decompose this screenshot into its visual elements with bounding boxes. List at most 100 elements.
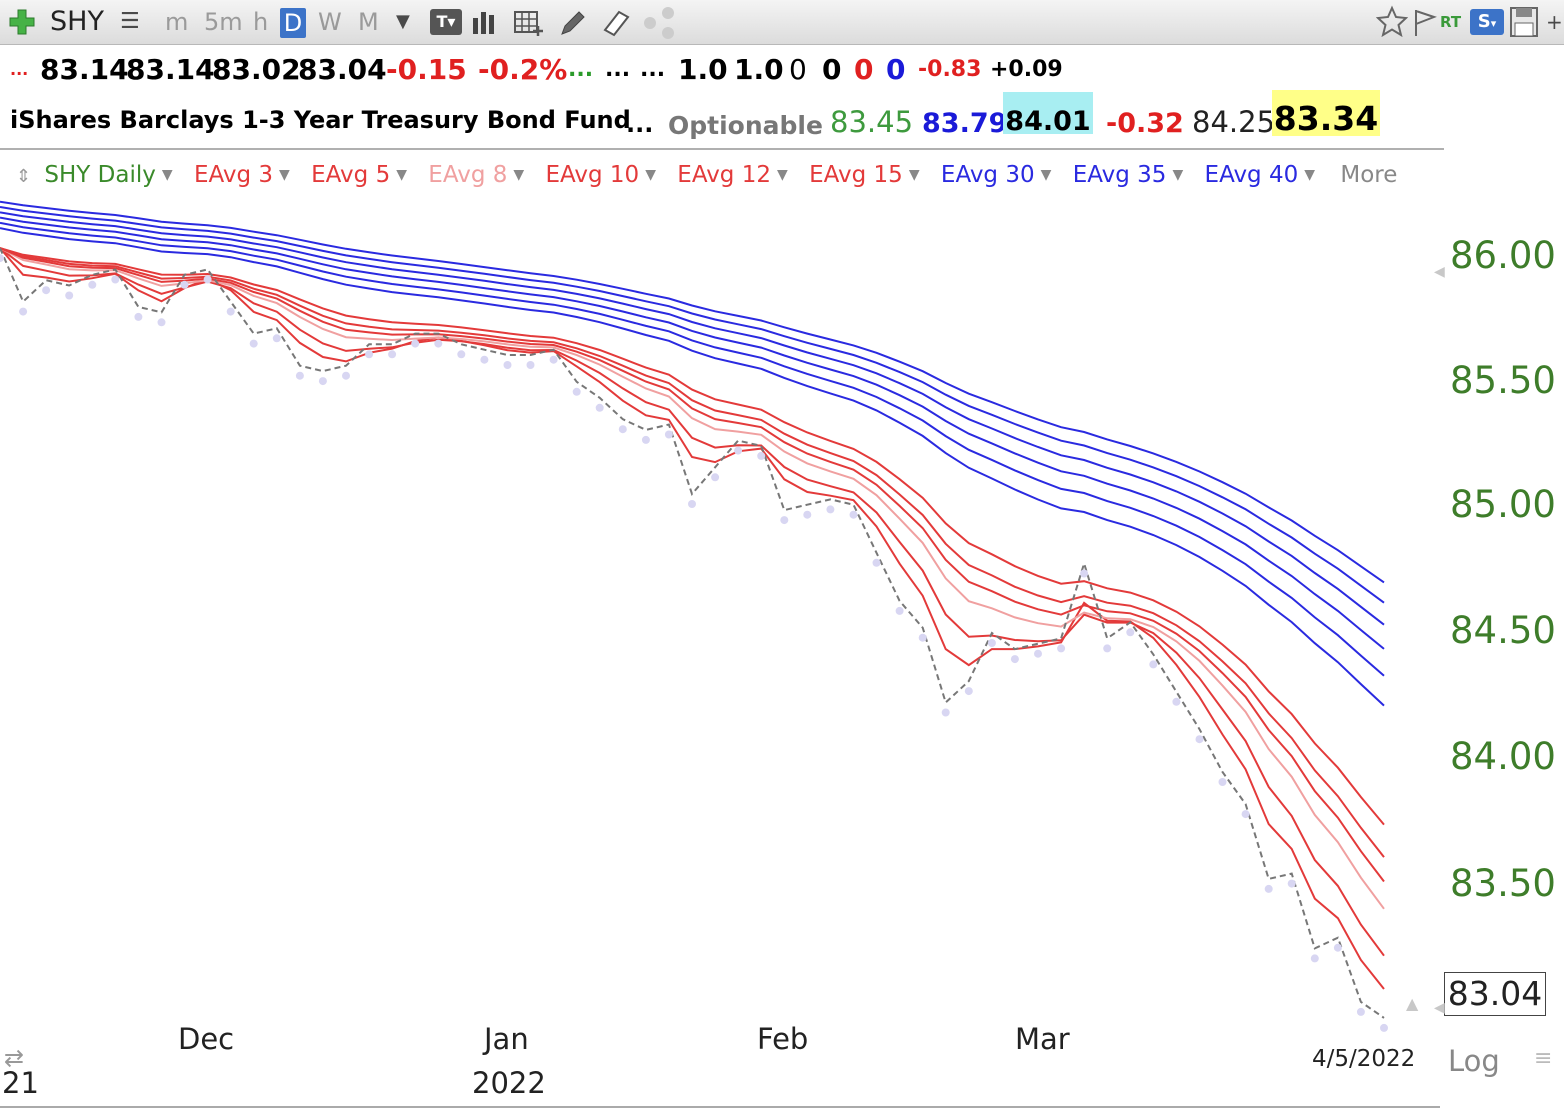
high-value: 83.14: [126, 53, 215, 86]
price-chart[interactable]: [0, 200, 1440, 1060]
price-point: [526, 361, 535, 369]
chevron-down-icon[interactable]: ▼: [1304, 167, 1316, 183]
chevron-down-icon[interactable]: ▼: [513, 167, 525, 183]
symbol-label[interactable]: SHY: [50, 6, 104, 37]
price-point: [711, 473, 720, 482]
pencil-icon[interactable]: [556, 0, 586, 44]
price-point: [1149, 660, 1158, 669]
settings-s-button[interactable]: S▾: [1470, 9, 1504, 35]
legend-eavg35[interactable]: EAvg 35: [1072, 162, 1167, 188]
chevron-down-icon[interactable]: ▼: [1172, 167, 1184, 183]
stat-5: 84.25: [1192, 105, 1276, 139]
chevron-down-icon[interactable]: ▼: [279, 167, 290, 183]
chevron-down-icon[interactable]: ▼: [396, 11, 410, 32]
star-icon[interactable]: [1375, 0, 1409, 44]
triangle-up-icon: ▲: [1406, 994, 1419, 1013]
chevron-down-icon[interactable]: ▼: [645, 167, 656, 183]
legend-main[interactable]: SHY Daily: [44, 162, 156, 188]
y-tick-85: 85.00: [1450, 483, 1556, 526]
price-point: [134, 312, 143, 321]
pin-icon[interactable]: +: [1546, 10, 1563, 34]
price-point: [457, 350, 466, 359]
timeframe-monthly[interactable]: M: [358, 8, 379, 36]
price-point: [918, 633, 927, 642]
price-point: [1057, 644, 1066, 653]
price-point: [226, 307, 235, 316]
price-line: [0, 247, 1385, 1019]
share-icon[interactable]: [642, 0, 678, 44]
legend-eavg8[interactable]: EAvg 8: [428, 162, 508, 188]
eraser-icon[interactable]: [600, 0, 632, 44]
realtime-label[interactable]: RT: [1440, 13, 1462, 31]
price-point: [803, 510, 812, 519]
price-point: [1287, 879, 1296, 888]
legend-eavg12[interactable]: EAvg 12: [677, 162, 771, 188]
axis-marker-icon: ◀: [1434, 1000, 1445, 1016]
price-point: [987, 639, 996, 647]
scroll-arrows-icon[interactable]: ⇄: [4, 1044, 25, 1072]
text-tool-icon[interactable]: T▾: [430, 9, 462, 35]
add-symbol-icon[interactable]: [6, 0, 38, 44]
chevron-down-icon[interactable]: ▼: [908, 167, 920, 183]
ellipsis-1: ...: [568, 57, 594, 82]
timeframe-minute[interactable]: m: [165, 8, 189, 36]
ema-short-line: [0, 247, 1385, 990]
price-point: [19, 307, 28, 316]
price-point: [88, 280, 97, 289]
timeframe-5min[interactable]: 5m: [204, 8, 243, 36]
price-point: [365, 350, 374, 359]
price-point: [42, 286, 51, 295]
neg-value: -0.83: [918, 57, 982, 82]
price-point: [1080, 569, 1089, 578]
change-value: -0.15: [386, 53, 467, 86]
stat-4: -0.32: [1106, 108, 1184, 139]
change-percent: -0.2%: [478, 53, 568, 86]
price-point: [1241, 810, 1250, 819]
legend-more[interactable]: More: [1340, 162, 1398, 188]
short-ema-lines: [0, 247, 1385, 990]
price-point: [1356, 1007, 1365, 1016]
close-value: 83.04: [298, 53, 387, 86]
legend-eavg10[interactable]: EAvg 10: [545, 162, 640, 188]
chevron-down-icon[interactable]: ▼: [777, 167, 788, 183]
price-point: [1034, 649, 1042, 658]
grid-add-icon[interactable]: [512, 0, 546, 44]
chevron-down-icon[interactable]: ▼: [1040, 167, 1052, 183]
list-icon[interactable]: ☰: [120, 9, 140, 34]
timeframe-weekly[interactable]: W: [318, 8, 342, 36]
price-point: [757, 451, 766, 460]
price-point: [1172, 697, 1181, 706]
ema-short-line: [0, 247, 1385, 826]
ema-long-line: [0, 216, 1385, 650]
quote-dots: ...: [10, 60, 29, 79]
stat-1: 83.45: [830, 105, 914, 139]
bar-chart-icon[interactable]: [470, 0, 500, 44]
legend-eavg15[interactable]: EAvg 15: [809, 162, 903, 188]
zero-blue: 0: [886, 53, 906, 86]
timeframe-hour[interactable]: h: [253, 8, 269, 36]
price-point: [688, 500, 696, 508]
save-icon[interactable]: [1508, 0, 1540, 44]
open-value: 83.14: [40, 53, 129, 86]
flag-icon[interactable]: [1412, 0, 1438, 44]
price-point: [872, 558, 881, 567]
legend-eavg40[interactable]: EAvg 40: [1204, 162, 1299, 188]
settings-s-label: S: [1477, 11, 1491, 32]
y-tick-83-5: 83.50: [1450, 862, 1556, 905]
updown-icon[interactable]: ⇕: [16, 166, 32, 187]
x-left-fragment: 21: [2, 1066, 39, 1100]
menu-lines-icon[interactable]: ≡: [1534, 1046, 1553, 1071]
chevron-down-icon[interactable]: ▼: [161, 167, 173, 183]
log-toggle[interactable]: Log: [1448, 1044, 1500, 1078]
timeframe-daily[interactable]: D: [280, 8, 306, 38]
name-ellipsis: ...: [626, 110, 654, 138]
legend-eavg30[interactable]: EAvg 30: [940, 162, 1035, 188]
stat-3-highlight: 84.01: [1003, 92, 1093, 137]
legend-eavg5[interactable]: EAvg 5: [311, 162, 391, 188]
legend-eavg3[interactable]: EAvg 3: [193, 162, 274, 188]
price-point: [895, 606, 904, 615]
last-price-box: 83.04: [1444, 972, 1546, 1016]
chevron-down-icon[interactable]: ▼: [396, 167, 407, 183]
value-1: 1.0: [678, 53, 728, 86]
ema-long-line: [0, 227, 1385, 707]
